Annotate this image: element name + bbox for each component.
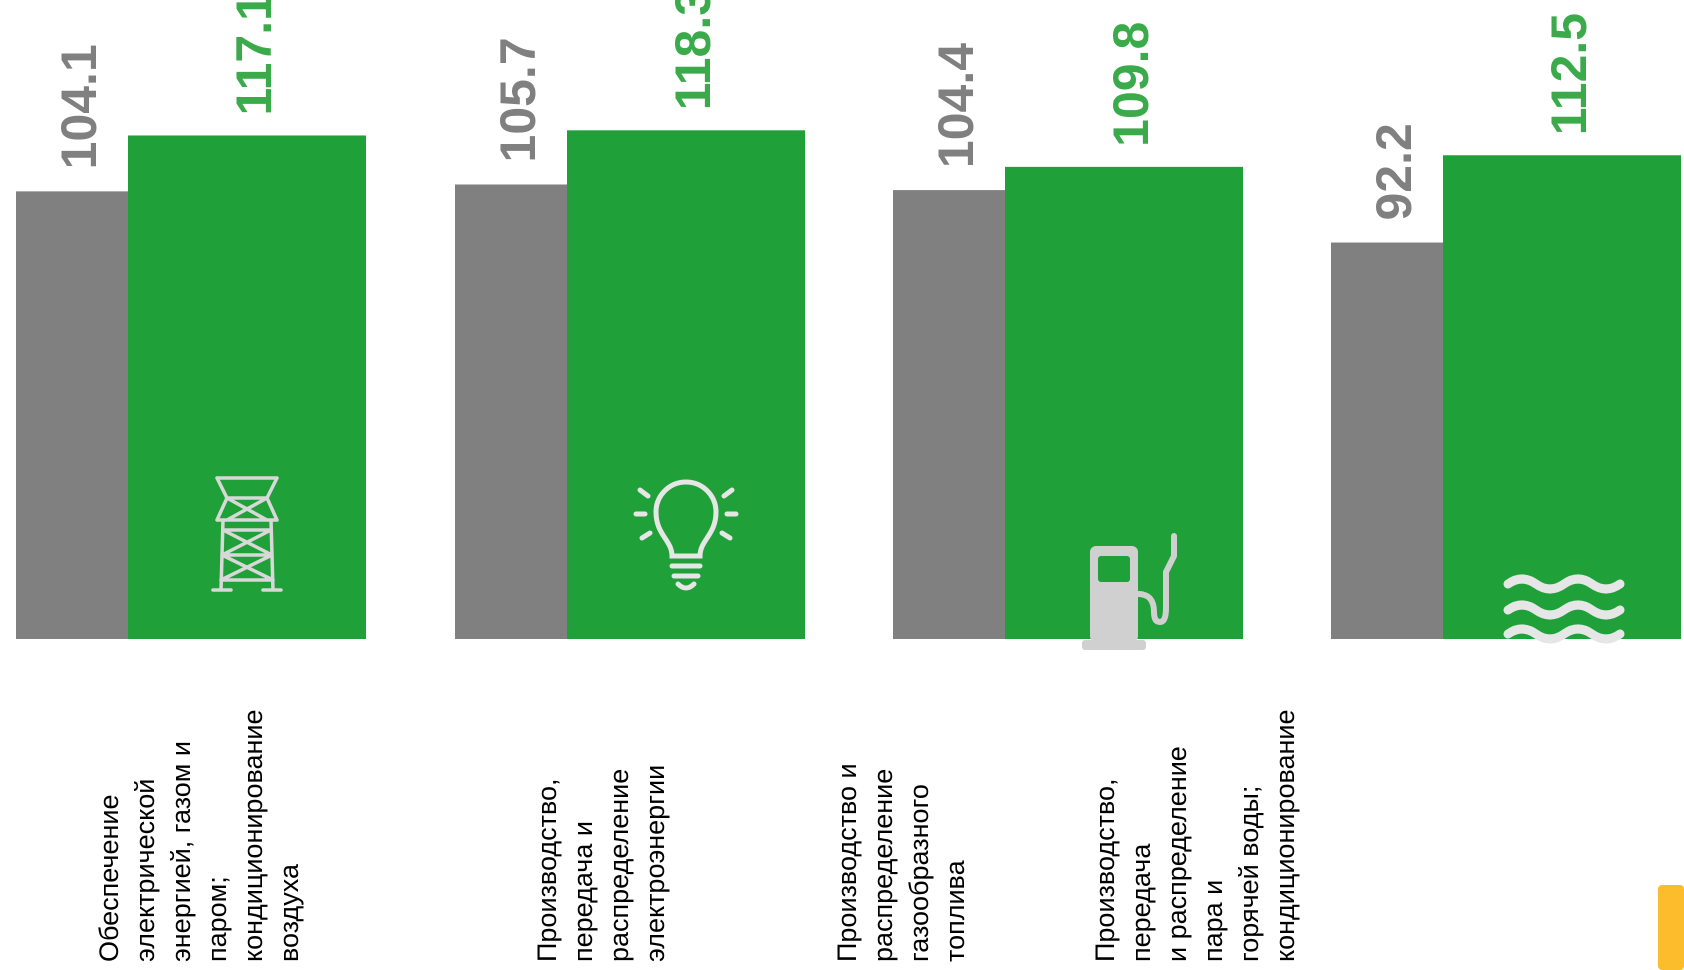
icons-layer	[211, 476, 1625, 650]
value-label-green-4: 112.5	[1541, 13, 1597, 135]
category-label-4-line-4: пара и	[1198, 880, 1228, 962]
category-label-2-line-1: Производство,	[532, 778, 562, 962]
value-label-grey-2: 105.7	[490, 37, 546, 162]
category-label-1-line-5: кондиционирование	[238, 709, 268, 962]
category-label-2-line-2: передача и	[568, 821, 598, 962]
category-label-3-line-4: топлива	[940, 859, 970, 962]
category-label-1-line-6: воздуха	[274, 863, 304, 962]
value-label-grey-3: 104.4	[928, 43, 984, 168]
category-label-4-line-5: горячей воды;	[1234, 786, 1264, 962]
category-labels-layer: Обеспечение электрической энергией, газом …	[94, 709, 1300, 962]
bar-green-2	[567, 130, 805, 639]
bar-green-4	[1443, 155, 1681, 639]
bars-layer	[16, 130, 1681, 640]
bar-green-1	[128, 135, 366, 639]
category-label-4-line-2: передача	[1126, 843, 1156, 962]
category-label-4-line-1: Производство,	[1090, 778, 1120, 962]
accent-marker	[1658, 885, 1684, 970]
category-label-2-line-4: электроэнергии	[640, 765, 670, 962]
category-label-3-line-1: Производство и	[832, 763, 862, 962]
category-label-1-line-4: паром;	[202, 876, 232, 962]
category-label-4-line-3: и распределение	[1162, 746, 1192, 962]
value-label-green-1: 117.1	[226, 0, 282, 115]
light-bulb-icon	[633, 479, 739, 591]
value-labels-layer: 104.1 117.1 105.7 118.3 104.4 109.8 92.2 112.5	[51, 0, 1597, 221]
value-label-grey-4: 92.2	[1366, 123, 1422, 220]
value-label-green-2: 118.3	[665, 0, 721, 110]
value-label-green-3: 109.8	[1103, 22, 1159, 147]
category-label-3-line-3: газообразного	[904, 784, 934, 962]
fuel-pump-icon	[1082, 533, 1177, 650]
bar-grey-2	[455, 184, 567, 640]
power-tower-icon	[211, 476, 283, 592]
category-label-1-line-3: энергией, газом и	[166, 741, 196, 962]
water-waves-icon	[1503, 574, 1625, 644]
value-label-grey-1: 104.1	[51, 44, 107, 169]
category-label-2-line-3: распределение	[604, 769, 634, 962]
bar-grey-3	[893, 190, 1005, 639]
bar-grey-4	[1331, 242, 1443, 640]
category-label-1-line-1: Обеспечение	[94, 794, 124, 962]
category-label-3-line-2: распределение	[868, 769, 898, 962]
category-label-4-line-6: кондиционирование	[1270, 709, 1300, 962]
bar-grey-1	[16, 191, 128, 639]
category-label-1-line-2: электрической	[130, 779, 160, 962]
